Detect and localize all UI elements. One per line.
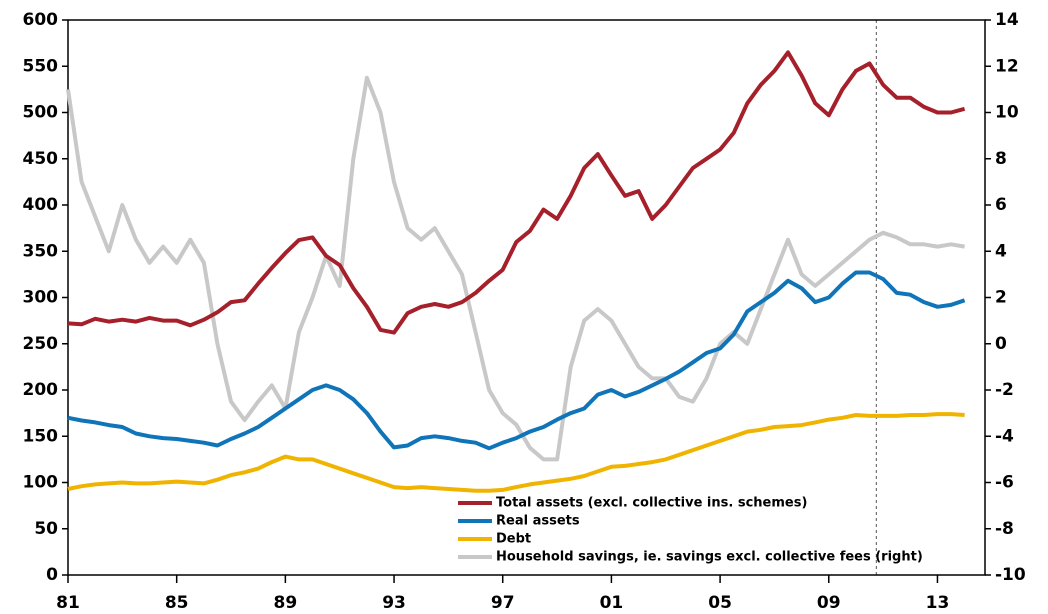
- y2-tick-label: 8: [995, 149, 1007, 169]
- y-tick-label: 550: [23, 56, 59, 76]
- x-tick-label: 05: [708, 593, 732, 613]
- y2-tick-label: 10: [995, 103, 1019, 123]
- y-tick-label: 150: [23, 426, 59, 446]
- x-tick-label: 97: [491, 593, 515, 613]
- x-tick-label: 85: [165, 593, 189, 613]
- y-tick-label: 400: [23, 195, 59, 215]
- y-tick-label: 600: [23, 10, 59, 30]
- legend-label: Debt: [496, 532, 531, 547]
- x-tick-label: 01: [600, 593, 624, 613]
- y2-tick-label: 6: [995, 195, 1007, 215]
- x-tick-label: 93: [382, 593, 406, 613]
- y2-tick-label: 0: [995, 334, 1007, 354]
- legend-label: Total assets (excl. collective ins. sche…: [496, 496, 807, 511]
- y2-tick-label: -4: [995, 426, 1014, 446]
- y-tick-label: 200: [23, 380, 59, 400]
- y-tick-label: 500: [23, 103, 59, 123]
- y-tick-label: 300: [23, 288, 59, 308]
- y-tick-label: 50: [34, 519, 58, 539]
- y-tick-label: 0: [46, 565, 58, 585]
- legend-label: Household savings, ie. savings excl. col…: [496, 550, 923, 565]
- y2-tick-label: 14: [995, 10, 1019, 30]
- y2-tick-label: -8: [995, 519, 1014, 539]
- y-tick-label: 350: [23, 241, 59, 261]
- x-tick-label: 89: [274, 593, 298, 613]
- plot-frame: [67, 19, 986, 576]
- y2-tick-label: 12: [995, 56, 1019, 76]
- y-tick-label: 450: [23, 149, 59, 169]
- y2-tick-label: 2: [995, 288, 1007, 308]
- x-tick-label: 13: [926, 593, 950, 613]
- line-series: [67, 50, 966, 335]
- line-series: [66, 75, 965, 462]
- y2-tick-label: 4: [995, 241, 1007, 261]
- y-tick-label: 250: [23, 334, 59, 354]
- x-tick-label: 09: [817, 593, 841, 613]
- line-series: [67, 412, 965, 493]
- line-series: [67, 270, 966, 451]
- x-tick-label: 81: [56, 593, 80, 613]
- y2-tick-label: -10: [995, 565, 1026, 585]
- y2-tick-label: -6: [995, 473, 1014, 493]
- y-tick-label: 100: [23, 473, 59, 493]
- legend-label: Real assets: [496, 514, 580, 529]
- y2-tick-label: -2: [995, 380, 1014, 400]
